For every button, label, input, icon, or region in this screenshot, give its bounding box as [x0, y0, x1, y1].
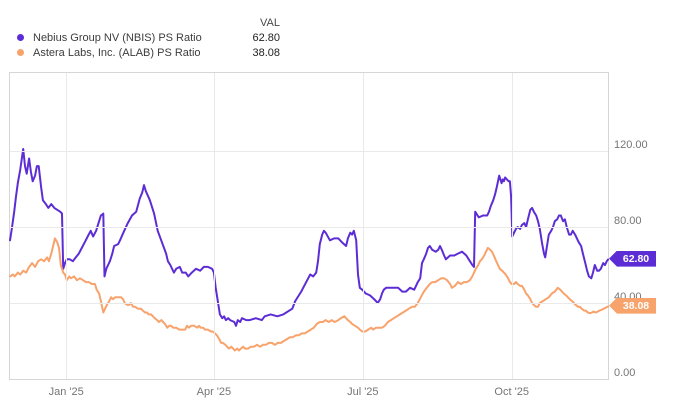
gridline-x-Oct25 [511, 73, 513, 379]
gridline-x-Jan25 [66, 73, 68, 379]
value-badge-nbis: 62.80 [609, 250, 656, 267]
x-axis-label-Oct25: Oct '25 [494, 386, 529, 398]
gridline-x-Apr25 [213, 73, 215, 379]
gridline-y-40 [10, 303, 608, 304]
x-axis-label-Jan25: Jan '25 [48, 386, 84, 398]
legend-val-header: VAL [260, 16, 280, 29]
gridline-y-80 [10, 227, 608, 228]
legend-label-alab: Astera Labs, Inc. (ALAB) PS Ratio [33, 46, 201, 59]
value-badge-alab: 38.08 [609, 297, 656, 314]
series-svg [9, 148, 609, 352]
alab-series-dot-icon [17, 49, 24, 56]
x-axis-label-Apr25: Apr '25 [196, 386, 232, 398]
y-axis-label-0: 0.00 [614, 367, 636, 379]
gridline-x-Jul25 [362, 73, 364, 379]
gridline-y-120 [10, 150, 608, 152]
legend-value-nbis: 62.80 [252, 31, 280, 44]
x-axis-label-Jul25: Jul '25 [347, 386, 379, 398]
nbis-series-dot-icon [17, 34, 24, 41]
legend: VAL Nebius Group NV (NBIS) PS Ratio 62.8… [13, 15, 280, 60]
y-axis-label-80: 80.00 [614, 215, 642, 227]
plot-area[interactable] [9, 72, 609, 380]
legend-label-nbis: Nebius Group NV (NBIS) PS Ratio [33, 31, 202, 44]
series-line-nbis [9, 148, 609, 327]
series-line-alab [9, 237, 609, 352]
legend-value-alab: 38.08 [252, 46, 280, 59]
y-axis-label-120: 120.00 [614, 138, 648, 151]
